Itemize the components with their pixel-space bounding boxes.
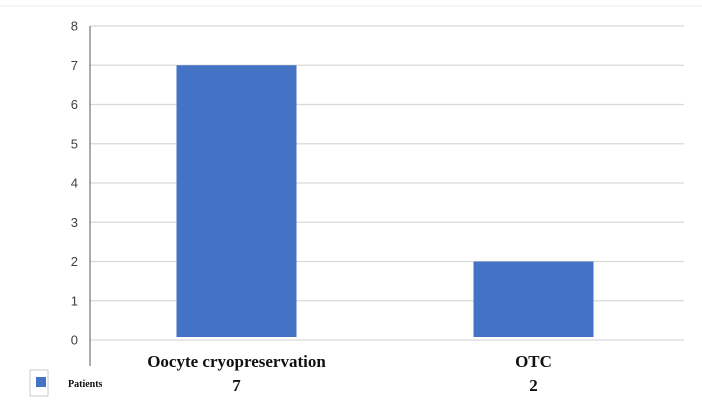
bar-otc — [473, 261, 594, 337]
legend-swatch-patients — [36, 377, 46, 387]
legend: Patients — [29, 369, 103, 397]
y-tick-label-7: 7 — [71, 58, 78, 73]
bar-oocyte-cryopreservation — [176, 65, 297, 337]
y-tick-label-8: 8 — [71, 19, 78, 34]
category-label-0: Oocyte cryopreservation — [147, 352, 326, 371]
legend-frame — [29, 369, 49, 397]
bars — [176, 65, 594, 337]
y-tick-label-4: 4 — [71, 176, 78, 191]
value-label-0: 7 — [232, 376, 241, 395]
y-tick-label-1: 1 — [71, 293, 78, 308]
y-tick-label-5: 5 — [71, 136, 78, 151]
category-labels: Oocyte cryopreservation 7 OTC 2 — [147, 352, 552, 395]
y-tick-label-3: 3 — [71, 215, 78, 230]
y-tick-label-2: 2 — [71, 254, 78, 269]
category-label-1: OTC — [515, 352, 552, 371]
y-tick-label-0: 0 — [71, 333, 78, 348]
y-tick-label-6: 6 — [71, 97, 78, 112]
value-label-1: 2 — [529, 376, 538, 395]
legend-label-patients: Patients — [68, 379, 103, 390]
y-axis-tick-labels: 0 1 2 3 4 5 6 7 8 — [71, 19, 78, 348]
